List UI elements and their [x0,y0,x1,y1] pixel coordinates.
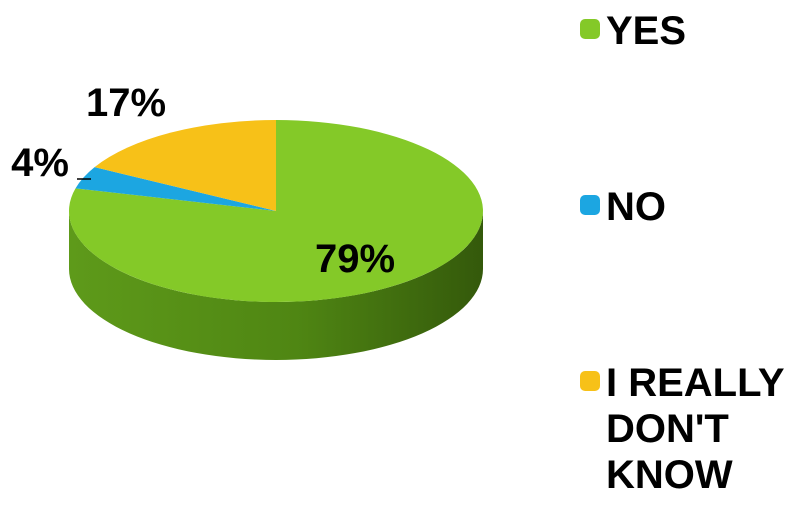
pie-slice-no [75,167,276,211]
legend-swatch-no [580,195,600,215]
legend: YES NO I REALLY DON'T KNOW [580,0,803,506]
data-label-i-really-dont-know: 17% [86,81,166,125]
data-label-no: 4% [11,141,69,185]
legend-item-i-really-dont-know: I REALLY DON'T KNOW [580,360,803,498]
data-label-yes: 79% [315,237,395,281]
pie-side-wall-shape [69,211,483,360]
pie-top [69,120,484,302]
pie-slice-i-really-don-t-know [94,120,276,211]
legend-label-no: NO [606,185,666,229]
pie-chart: 79% 4% 17% [11,81,484,360]
legend-item-yes: YES [580,8,803,54]
legend-swatch-yes [580,19,600,39]
legend-label-i-really-dont-know: I REALLY DON'T KNOW [606,361,784,497]
legend-swatch-i-really-dont-know [580,371,600,391]
pie-side-wall [69,211,483,360]
legend-label-yes: YES [606,9,687,53]
legend-item-no: NO [580,184,803,230]
